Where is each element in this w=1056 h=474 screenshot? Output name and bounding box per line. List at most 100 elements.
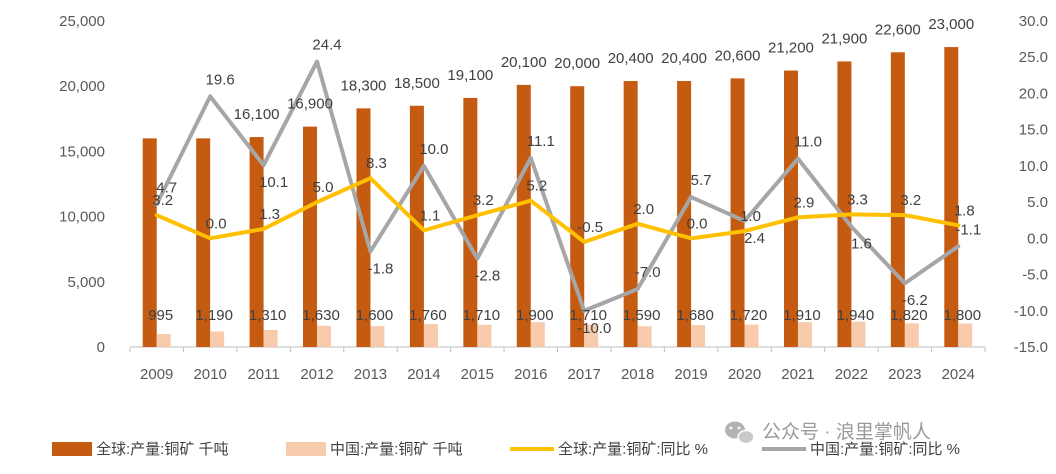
world-output-bar xyxy=(516,84,531,347)
china-output-label: 1,720 xyxy=(730,307,768,324)
world-output-bar xyxy=(677,80,692,347)
china-output-label: 1,600 xyxy=(356,307,394,324)
x-tick-label: 2015 xyxy=(461,366,494,383)
world-output-bar xyxy=(463,97,478,347)
world-yoy-label: 0.0 xyxy=(206,215,227,232)
china-output-bar xyxy=(477,324,492,347)
y-left-tick-label: 20,000 xyxy=(59,78,105,95)
legend-swatch-world-output xyxy=(52,442,92,456)
x-tick-label: 2014 xyxy=(407,366,440,383)
china-output-bar xyxy=(263,329,278,347)
x-tick-label: 2017 xyxy=(568,366,601,383)
y-right-tick-label: -10.0 xyxy=(1014,303,1048,320)
y-right-tick-label: 0.0 xyxy=(1027,230,1048,247)
china-output-bar xyxy=(637,326,652,347)
x-tick-label: 2009 xyxy=(140,366,173,383)
world-output-label: 20,600 xyxy=(715,47,761,64)
china-yoy-label: 10.1 xyxy=(259,174,288,191)
china-yoy-label: 10.0 xyxy=(419,141,448,158)
china-output-bar xyxy=(797,322,812,347)
world-yoy-label: 0.0 xyxy=(687,215,708,232)
world-yoy-label: 2.9 xyxy=(794,194,815,211)
china-output-bar xyxy=(851,321,866,347)
world-yoy-label: 5.0 xyxy=(313,179,334,196)
world-yoy-label: 5.2 xyxy=(526,178,547,195)
legend-label-world-yoy: 全球:产量:铜矿:同比 % xyxy=(558,440,708,458)
y-left-tick-label: 0 xyxy=(97,339,105,356)
x-tick-label: 2013 xyxy=(354,366,387,383)
world-output-label: 20,400 xyxy=(661,50,707,67)
legend-label-china-output: 中国:产量:铜矿 千吨 xyxy=(330,441,463,458)
y-right-tick-label: 30.0 xyxy=(1019,13,1048,30)
china-output-label: 1,710 xyxy=(569,307,607,324)
china-output-label: 1,630 xyxy=(302,307,340,324)
y-left-tick-label: 10,000 xyxy=(59,209,105,226)
legend-label-china-yoy: 中国:产量:铜矿:同比 % xyxy=(810,441,960,458)
china-output-label: 1,940 xyxy=(837,307,875,324)
china-yoy-label: 5.7 xyxy=(691,172,712,189)
china-output-label: 1,900 xyxy=(516,307,554,324)
x-tick-label: 2019 xyxy=(674,366,707,383)
world-yoy-label: 1.3 xyxy=(259,206,280,223)
world-yoy-label: 3.2 xyxy=(900,192,921,209)
china-output-bar xyxy=(370,326,385,347)
world-output-bar xyxy=(623,80,638,347)
wechat-icon xyxy=(725,421,755,445)
china-yoy-label: 2.4 xyxy=(744,230,765,247)
y-right-tick-label: 10.0 xyxy=(1019,158,1048,175)
y-left-tick-label: 25,000 xyxy=(59,13,105,30)
china-yoy-label: -1.1 xyxy=(955,221,981,238)
watermark-text: 公众号 · 浪里掌帆人 xyxy=(762,421,931,443)
world-yoy-label: 3.3 xyxy=(847,191,868,208)
china-output-label: 1,820 xyxy=(890,307,928,324)
world-output-label: 18,500 xyxy=(394,75,440,92)
china-yoy-label: 19.6 xyxy=(206,71,235,88)
x-tick-label: 2016 xyxy=(514,366,547,383)
china-output-bar xyxy=(210,331,225,347)
world-output-label: 19,100 xyxy=(447,67,493,84)
china-output-bar xyxy=(958,323,973,347)
world-yoy-label: 3.2 xyxy=(152,192,173,209)
china-yoy-label: 1.6 xyxy=(851,236,872,253)
world-output-bar xyxy=(303,126,318,348)
y-right-tick-label: 5.0 xyxy=(1027,194,1048,211)
china-output-label: 1,760 xyxy=(409,307,447,324)
y-right-tick-label: -15.0 xyxy=(1014,339,1048,356)
world-output-bar xyxy=(944,47,959,348)
china-yoy-line xyxy=(154,59,961,313)
world-output-bar xyxy=(142,138,157,347)
china-output-label: 1,310 xyxy=(249,307,287,324)
china-output-bar xyxy=(584,324,599,347)
china-output-bar xyxy=(156,334,171,347)
y-left-tick-label: 15,000 xyxy=(59,143,105,160)
world-yoy-label: 3.2 xyxy=(473,192,494,209)
world-output-label: 18,300 xyxy=(341,77,387,94)
china-output-bar xyxy=(744,324,759,347)
world-output-label: 20,000 xyxy=(554,55,600,72)
world-yoy-label: 1.0 xyxy=(740,208,761,225)
world-output-bar xyxy=(409,105,424,347)
world-output-label: 20,100 xyxy=(501,54,547,71)
world-yoy-label: 8.3 xyxy=(366,155,387,172)
china-output-label: 995 xyxy=(148,307,173,324)
watermark: 公众号 · 浪里掌帆人 xyxy=(725,421,931,445)
china-yoy-label: 4.7 xyxy=(156,179,177,196)
china-output-label: 1,590 xyxy=(623,307,661,324)
china-yoy-label: -6.2 xyxy=(902,292,928,309)
china-yoy-label: -1.8 xyxy=(368,260,394,277)
china-yoy-label: 24.4 xyxy=(312,37,341,54)
china-output-label: 1,190 xyxy=(195,307,233,324)
world-output-label: 20,400 xyxy=(608,50,654,67)
world-output-label: 23,000 xyxy=(928,16,974,33)
world-yoy-label: 2.0 xyxy=(633,201,654,218)
x-tick-label: 2020 xyxy=(728,366,761,383)
china-output-label: 1,910 xyxy=(783,307,821,324)
legend-swatch-china-output xyxy=(286,442,326,456)
y-right-tick-label: -5.0 xyxy=(1022,267,1048,284)
china-output-label: 1,710 xyxy=(463,307,501,324)
x-tick-label: 2023 xyxy=(888,366,921,383)
y-left-tick-label: 5,000 xyxy=(67,274,105,291)
x-tick-label: 2024 xyxy=(942,366,975,383)
world-output-bar xyxy=(837,61,852,347)
